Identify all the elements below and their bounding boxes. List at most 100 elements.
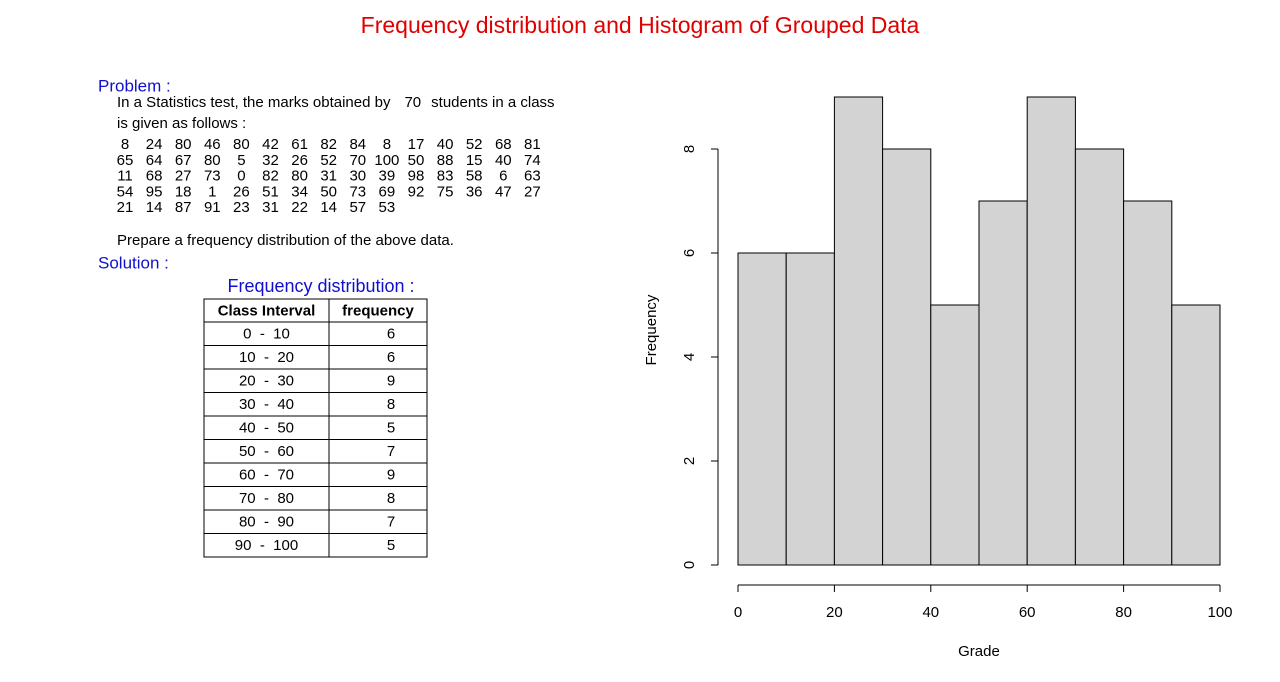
histogram-bar [930,304,980,566]
mark-value: 50 [320,183,337,200]
page-title: Frequency distribution and Histogram of … [361,12,920,38]
frequency: 5 [387,537,395,554]
class-interval: 60 - 70 [239,467,294,484]
table-border [203,298,428,558]
class-interval: 50 - 60 [239,443,294,460]
mark-value: 80 [175,136,192,153]
mark-value: 73 [349,183,366,200]
mark-value: 74 [524,152,541,169]
mark-value: 70 [349,152,366,169]
histogram-bar [1123,200,1173,566]
frequency: 8 [387,490,395,507]
mark-value: 8 [121,136,129,153]
frequency: 6 [387,326,395,343]
mark-value: 26 [233,183,250,200]
problem-heading: Problem : [98,76,171,95]
problem-text: is given as follows : [117,115,246,132]
mark-value: 22 [291,199,308,216]
mark-value: 14 [146,199,163,216]
mark-value: 30 [349,168,366,185]
y-tick-label: 0 [681,561,698,569]
x-tick-label: 0 [734,604,742,621]
x-tick-label: 40 [922,604,939,621]
mark-value: 82 [320,136,337,153]
mark-value: 40 [495,152,512,169]
solution-heading: Solution : [98,253,169,272]
x-tick-label: 60 [1019,604,1036,621]
mark-value: 23 [233,199,250,216]
class-interval: 40 - 50 [239,420,294,437]
x-axis-label: Grade [958,643,1000,660]
mark-value: 65 [117,152,134,169]
mark-value: 95 [146,183,163,200]
mark-value: 91 [204,199,221,216]
mark-value: 80 [233,136,250,153]
x-tick-label: 100 [1207,604,1232,621]
mark-value: 81 [524,136,541,153]
histogram-bar [1171,304,1221,566]
histogram-bar [978,200,1028,566]
mark-value: 82 [262,168,279,185]
mark-value: 69 [379,183,396,200]
mark-value: 24 [146,136,163,153]
table-header: Class Interval [218,302,316,319]
mark-value: 31 [320,168,337,185]
mark-value: 14 [320,199,337,216]
class-interval: 90 - 100 [235,537,298,554]
mark-value: 68 [146,168,163,185]
histogram-bar [1026,96,1076,566]
mark-value: 87 [175,199,192,216]
mark-value: 57 [349,199,366,216]
mark-value: 21 [117,199,134,216]
mark-value: 52 [466,136,483,153]
histogram-bar [833,96,884,566]
histogram-bar [737,252,787,566]
problem-text: students in a class [431,94,554,111]
frequency: 5 [387,420,395,437]
frequency: 9 [387,373,395,390]
mark-value: 73 [204,168,221,185]
mark-value: 92 [408,183,425,200]
y-tick-label: 4 [681,353,698,361]
frequency: 9 [387,467,395,484]
class-interval: 70 - 80 [239,490,294,507]
mark-value: 58 [466,168,483,185]
mark-value: 52 [320,152,337,169]
y-axis-label: Frequency [643,294,660,365]
mark-value: 51 [262,183,279,200]
mark-value: 40 [437,136,454,153]
student-count: 70 [404,94,421,111]
mark-value: 80 [291,168,308,185]
class-interval: 80 - 90 [239,514,294,531]
mark-value: 18 [175,183,192,200]
mark-value: 6 [499,168,507,185]
histogram-bar [785,252,835,566]
mark-value: 27 [175,168,192,185]
mark-value: 32 [262,152,279,169]
mark-value: 0 [237,168,245,185]
mark-value: 5 [237,152,245,169]
mark-value: 42 [262,136,279,153]
histogram-bar [1074,148,1125,566]
mark-value: 64 [146,152,163,169]
mark-value: 67 [175,152,192,169]
frequency: 6 [387,349,395,366]
class-interval: 0 - 10 [243,326,290,343]
mark-value: 61 [291,136,308,153]
mark-value: 17 [408,136,425,153]
x-tick-label: 20 [826,604,843,621]
problem-prompt: Prepare a frequency distribution of the … [117,232,454,249]
mark-value: 84 [349,136,366,153]
mark-value: 15 [466,152,483,169]
mark-value: 50 [408,152,425,169]
mark-value: 88 [437,152,454,169]
problem-line: In a Statistics test, the marks obtained… [117,94,555,111]
frequency: 7 [387,443,395,460]
mark-value: 11 [117,168,133,185]
mark-value: 46 [204,136,221,153]
table-title: Frequency distribution : [227,276,414,296]
histogram-bar [882,148,932,566]
mark-value: 8 [383,136,391,153]
mark-value: 34 [291,183,308,200]
